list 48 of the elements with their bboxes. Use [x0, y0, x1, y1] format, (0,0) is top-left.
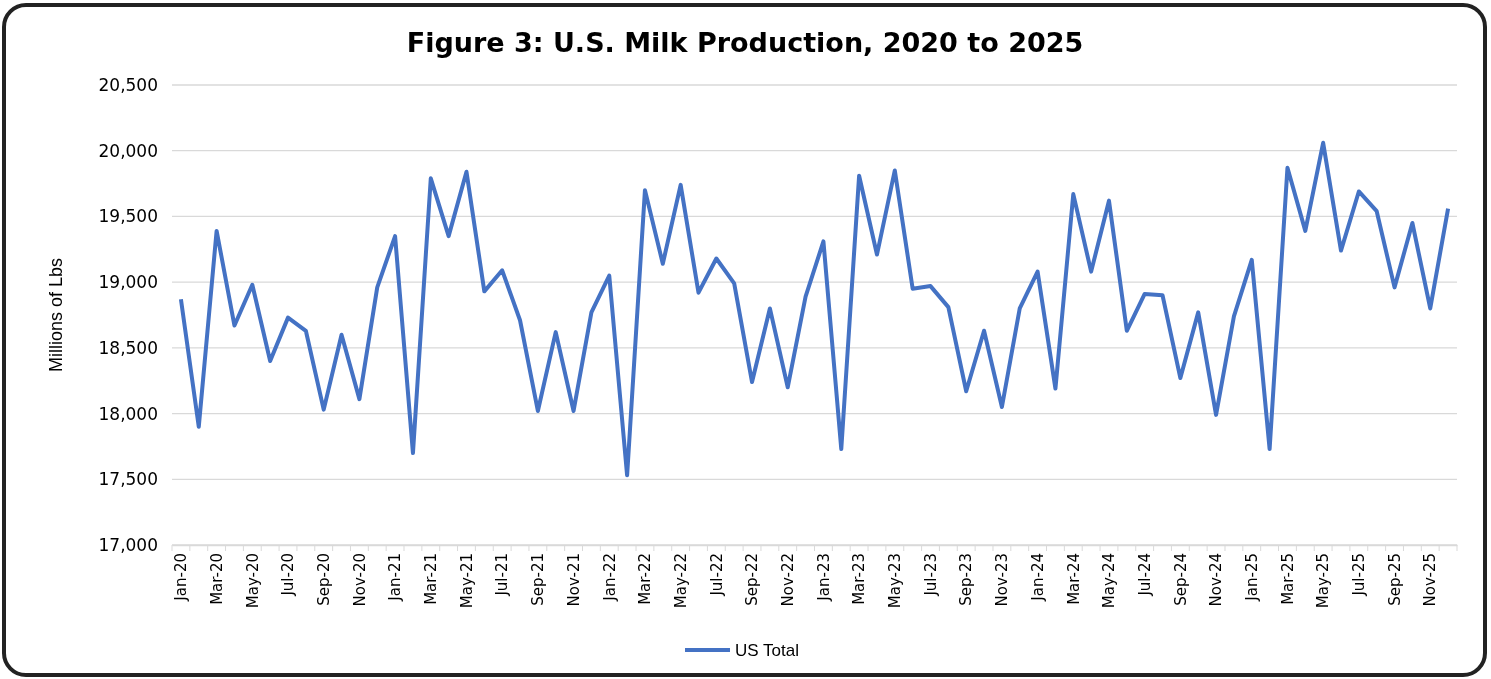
x-tick-label: Sep-25 — [1385, 553, 1404, 606]
x-tick-label: Mar-21 — [422, 553, 441, 605]
x-tick-label: Nov-22 — [778, 553, 797, 607]
x-tick-label: May-21 — [457, 553, 476, 609]
y-tick-label: 17,500 — [98, 469, 158, 490]
x-tick-label: May-23 — [886, 553, 905, 609]
x-tick-label: Sep-21 — [529, 553, 548, 606]
x-tick-label: Jan-22 — [600, 553, 619, 602]
chart-title: Figure 3: U.S. Milk Production, 2020 to 2025 — [406, 27, 1084, 58]
x-tick-label: May-24 — [1100, 553, 1119, 609]
x-tick-label: Sep-22 — [743, 553, 762, 606]
x-tick-label: May-22 — [671, 553, 690, 609]
line-series — [178, 140, 1451, 478]
y-axis-title: Millions of Lbs — [46, 257, 66, 373]
x-tick-label: Jan-20 — [172, 553, 191, 602]
x-tick-label: Jan-25 — [1243, 553, 1262, 602]
x-tick-label: Sep-23 — [957, 553, 976, 606]
x-tick-label: Mar-24 — [1064, 553, 1083, 605]
legend-label: US Total — [735, 640, 799, 660]
x-tick-label: Nov-25 — [1421, 553, 1440, 607]
x-tick-label: Sep-24 — [1171, 553, 1190, 606]
y-tick-label: 17,000 — [98, 534, 158, 555]
x-tick-label: Nov-24 — [1207, 553, 1226, 607]
x-tick-label: Sep-20 — [314, 553, 333, 606]
y-tick-label: 19,000 — [98, 272, 158, 293]
x-tick-label: Jul-20 — [279, 553, 298, 597]
x-tick-label: Nov-23 — [993, 553, 1012, 607]
y-tick-label: 20,000 — [98, 140, 158, 161]
x-tick-label: Jul-24 — [1135, 553, 1154, 597]
x-tick-label: Jan-24 — [1028, 553, 1047, 602]
x-tick-label: Nov-21 — [564, 553, 583, 607]
x-tick-label: Mar-20 — [207, 553, 226, 605]
x-tick-label: Jul-21 — [493, 553, 512, 597]
y-tick-label: 18,000 — [98, 403, 158, 424]
y-tick-label: 18,500 — [98, 337, 158, 358]
x-tick-label: Jul-22 — [707, 553, 726, 597]
x-tick-label: May-25 — [1314, 553, 1333, 609]
x-tick-label: Jul-23 — [921, 553, 940, 597]
x-tick-label: Mar-22 — [636, 553, 655, 605]
x-tick-label: May-20 — [243, 553, 262, 609]
x-tick-label: Mar-25 — [1278, 553, 1297, 605]
x-tick-label: Jan-23 — [814, 553, 833, 602]
x-tick-label: Mar-23 — [850, 553, 869, 605]
x-tick-label: Jan-21 — [386, 553, 405, 602]
x-tick-label: Jul-25 — [1350, 553, 1369, 597]
x-tick-label: Nov-20 — [350, 553, 369, 607]
y-tick-label: 19,500 — [98, 206, 158, 227]
y-tick-label: 20,500 — [98, 74, 158, 95]
